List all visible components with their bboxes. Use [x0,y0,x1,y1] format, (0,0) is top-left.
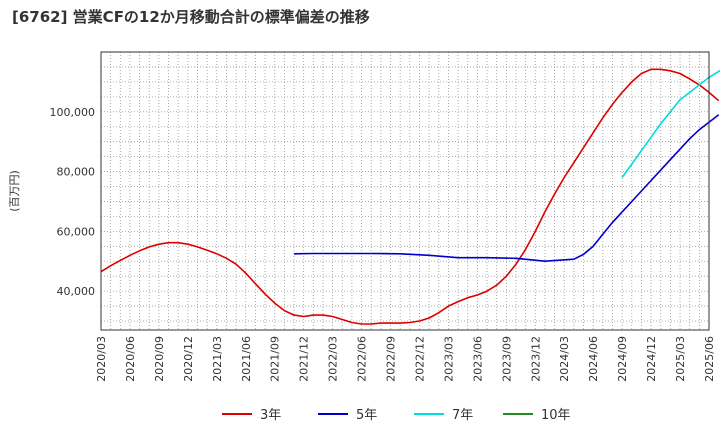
x-tick-label: 2025/06 [703,336,716,382]
y-tick-label: 80,000 [57,166,96,179]
x-tick-label: 2023/03 [442,336,455,382]
y-tick-label: 60,000 [57,225,96,238]
x-tick-label: 2020/03 [95,336,108,382]
x-tick-label: 2020/12 [182,336,195,382]
x-tick-label: 2022/09 [385,336,398,382]
x-tick-label: 2024/03 [558,336,571,382]
x-tick-label: 2023/06 [471,336,484,382]
legend-item-3: 7年 [414,408,473,423]
x-tick-label: 2024/09 [616,336,629,382]
plot-area [101,52,709,330]
x-tick-label: 2025/03 [674,336,687,382]
plot-border [100,51,710,331]
y-tick-label: 40,000 [57,285,96,298]
plot-background [101,52,709,330]
x-tick-label: 2021/06 [240,336,253,382]
x-tick-label: 2022/06 [356,336,369,382]
x-tick-label: 2024/12 [645,336,658,382]
legend-item-2: 5年 [318,408,377,423]
x-tick-label: 2023/12 [529,336,542,382]
axes [100,51,710,331]
x-tick-label: 2022/12 [413,336,426,382]
legend-item-4: 10年 [503,408,571,423]
x-tick-label: 2024/06 [587,336,600,382]
x-tick-labels: 2020/03 2020/06 2020/09 2020/12 2021/03 2021/… [95,336,716,382]
y-axis-label: (百万円) [8,170,21,212]
legend: 3年 5年 7年 10年 [222,408,571,423]
x-tick-label: 2020/09 [153,336,166,382]
x-tick-label: 2020/06 [124,336,137,382]
y-tick-labels: 40,000 60,000 80,000 100,000 [50,106,96,298]
x-tick-label: 2022/03 [327,336,340,382]
x-tick-label: 2021/09 [269,336,282,382]
legend-item-1: 3年 [222,408,281,423]
x-tick-label: 2021/03 [211,336,224,382]
series-line-1 [100,68,720,325]
legend-label: 7年 [452,408,473,423]
series-lines [100,68,720,325]
x-tick-label: 2023/09 [500,336,513,382]
legend-label: 10年 [541,408,571,423]
legend-label: 5年 [356,408,377,423]
y-tick-label: 100,000 [50,106,96,119]
series-line-2 [293,114,720,262]
chart-title: [6762] 営業CFの12か月移動合計の標準偏差の推移 [12,8,370,26]
legend-label: 3年 [260,408,281,423]
x-tick-label: 2021/12 [298,336,311,382]
series-line-3 [621,69,720,178]
